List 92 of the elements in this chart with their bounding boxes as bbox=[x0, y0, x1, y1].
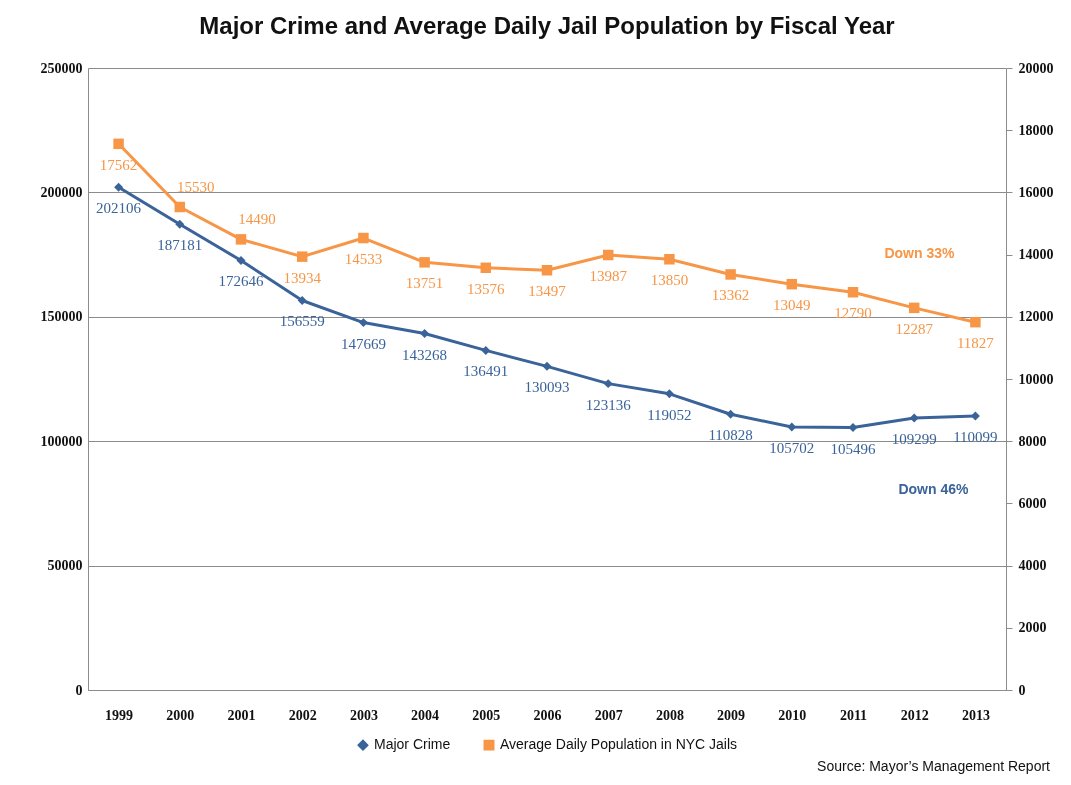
x-tick-label: 2005 bbox=[472, 707, 501, 723]
point bbox=[174, 201, 186, 213]
x-tick-label: 2007 bbox=[594, 707, 623, 723]
point bbox=[419, 257, 430, 268]
data-label: 105496 bbox=[830, 440, 876, 457]
data-label: 13751 bbox=[405, 275, 444, 292]
point bbox=[726, 409, 736, 419]
data-label: 13497 bbox=[528, 283, 567, 300]
point bbox=[542, 361, 552, 371]
data-label: 17562 bbox=[99, 156, 138, 173]
data-label: 11827 bbox=[956, 335, 995, 352]
annotation: Down 33% bbox=[884, 245, 955, 262]
y2-tick-label: 8000 bbox=[1018, 433, 1047, 449]
y-tick-label: 0 bbox=[75, 682, 83, 698]
point bbox=[481, 345, 491, 355]
point bbox=[847, 286, 859, 298]
data-label: 202106 bbox=[96, 200, 142, 217]
y-tick-label: 50000 bbox=[47, 558, 83, 574]
y-tick-label: 200000 bbox=[40, 184, 83, 200]
x-tick-label: 2002 bbox=[288, 707, 317, 723]
y2-tick-label: 14000 bbox=[1018, 247, 1054, 263]
legend-label: Major Crime bbox=[374, 736, 451, 753]
x-tick-label: 2004 bbox=[411, 707, 440, 723]
point bbox=[358, 318, 368, 328]
point bbox=[603, 379, 613, 389]
point bbox=[908, 302, 920, 314]
x-tick-label: 2011 bbox=[839, 707, 868, 723]
y2-tick-label: 0 bbox=[1018, 682, 1026, 698]
data-label: 14533 bbox=[344, 251, 383, 268]
data-label: 105702 bbox=[769, 440, 815, 457]
data-label: 123136 bbox=[585, 396, 632, 413]
point bbox=[602, 249, 614, 261]
point bbox=[909, 413, 919, 423]
point bbox=[664, 389, 674, 399]
chart-title: Major Crime and Average Daily Jail Population by Fiscal Year bbox=[199, 12, 895, 39]
data-label: 14490 bbox=[238, 211, 276, 228]
data-label: 13850 bbox=[650, 272, 689, 289]
point bbox=[114, 182, 124, 192]
data-label: 13362 bbox=[711, 287, 750, 304]
x-tick-label: 2006 bbox=[533, 707, 562, 723]
data-label: 12287 bbox=[895, 320, 934, 337]
data-label: 187181 bbox=[157, 237, 203, 254]
y2-tick-label: 16000 bbox=[1018, 184, 1054, 200]
point bbox=[113, 138, 124, 150]
x-tick-label: 1999 bbox=[105, 707, 134, 723]
data-label: 147669 bbox=[340, 335, 386, 352]
data-label: 119052 bbox=[647, 406, 692, 423]
point bbox=[786, 278, 798, 290]
point bbox=[970, 316, 981, 328]
point bbox=[297, 296, 307, 305]
point bbox=[175, 219, 185, 229]
y-tick-label: 100000 bbox=[40, 433, 83, 449]
x-tick-label: 2013 bbox=[961, 707, 990, 723]
point bbox=[296, 251, 308, 262]
point bbox=[236, 255, 246, 265]
y2-tick-label: 20000 bbox=[1018, 60, 1054, 76]
data-label: 13576 bbox=[467, 280, 506, 297]
source-note: Source: Mayor’s Management Report bbox=[817, 758, 1051, 774]
y-tick-label: 250000 bbox=[40, 60, 83, 76]
data-label: 110828 bbox=[708, 427, 753, 444]
point bbox=[480, 262, 492, 274]
data-label: 156559 bbox=[279, 313, 325, 330]
point bbox=[664, 254, 675, 265]
annotation: Down 46% bbox=[898, 481, 969, 498]
y2-tick-label: 12000 bbox=[1018, 309, 1054, 325]
x-tick-label: 2012 bbox=[900, 707, 929, 723]
point bbox=[541, 265, 553, 276]
data-label: 13049 bbox=[773, 297, 811, 314]
x-tick-label: 2010 bbox=[778, 707, 807, 723]
y2-tick-label: 18000 bbox=[1018, 122, 1054, 138]
point bbox=[235, 234, 247, 245]
legend-label: Average Daily Population in NYC Jails bbox=[500, 736, 738, 753]
x-tick-label: 2001 bbox=[227, 707, 256, 723]
y2-tick-label: 6000 bbox=[1018, 495, 1047, 511]
x-tick-label: 2000 bbox=[166, 707, 195, 723]
point bbox=[725, 269, 736, 280]
y2-tick-label: 2000 bbox=[1018, 620, 1047, 636]
point bbox=[420, 329, 430, 339]
data-label: 13934 bbox=[283, 269, 322, 286]
data-label: 130093 bbox=[524, 379, 570, 396]
x-tick-label: 2008 bbox=[655, 707, 684, 723]
y2-tick-label: 4000 bbox=[1018, 558, 1047, 574]
x-tick-label: 2003 bbox=[349, 707, 378, 723]
data-label: 143268 bbox=[402, 346, 448, 363]
x-tick-label: 2009 bbox=[717, 707, 746, 723]
data-label: 13987 bbox=[589, 268, 628, 284]
point bbox=[358, 232, 369, 244]
data-label: 172646 bbox=[218, 273, 264, 290]
data-label: 15530 bbox=[177, 179, 215, 196]
y2-tick-label: 10000 bbox=[1018, 371, 1054, 387]
y-tick-label: 150000 bbox=[40, 309, 83, 325]
data-label: 136491 bbox=[463, 363, 509, 380]
